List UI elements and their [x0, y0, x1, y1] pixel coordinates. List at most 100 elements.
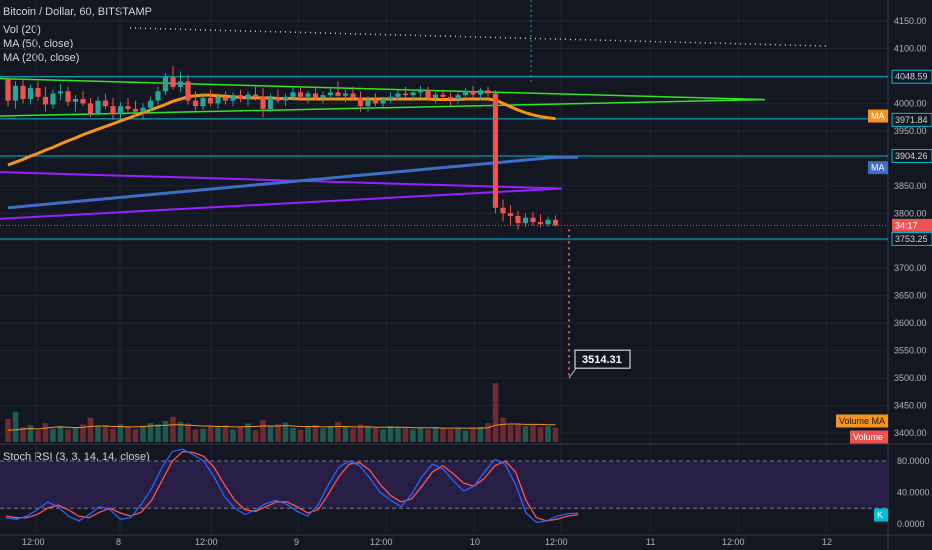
volume-bar: [380, 429, 386, 442]
candle-body: [72, 99, 79, 102]
price-axis-tick-label: 3950.00: [894, 126, 927, 136]
candle-body: [117, 106, 124, 115]
volume-bar: [320, 428, 326, 442]
candle-body: [245, 94, 251, 100]
time-axis-label: 12:00: [545, 537, 568, 547]
volume-bar: [462, 430, 469, 442]
candle-body: [87, 103, 94, 114]
volume-bar: [95, 426, 101, 442]
price-tag-volume-ma-bg: [836, 414, 888, 428]
candle-body: [447, 96, 454, 100]
candle-body: [125, 106, 131, 109]
candle-body: [35, 88, 41, 97]
candle-body: [380, 99, 386, 104]
volume-bar: [545, 426, 551, 442]
candle-body: [170, 77, 176, 87]
candle-body: [372, 100, 379, 104]
volume-bar: [447, 429, 454, 442]
volume-bar: [395, 426, 401, 442]
volume-bar: [477, 426, 484, 442]
rsi-axis-tick-label: 0.0000: [897, 519, 925, 529]
candle-body: [27, 88, 34, 100]
volume-bar: [372, 427, 379, 442]
candle-body: [177, 81, 184, 87]
candle-body: [215, 96, 221, 104]
indicator-ma200[interactable]: MA (200, close): [3, 52, 80, 64]
volume-bar: [50, 428, 56, 442]
price-axis-tick-label: 3400.00: [894, 428, 927, 438]
candle-body: [200, 97, 206, 107]
candle-body: [470, 91, 476, 95]
price-axis-tick-label: 4100.00: [894, 43, 927, 53]
price-tag-level-4: 3753.25: [895, 234, 928, 244]
volume-bar: [552, 427, 559, 442]
time-axis-label: 9: [294, 537, 299, 547]
volume-bar: [192, 429, 199, 442]
candle-body: [207, 97, 214, 104]
volume-bar: [237, 426, 244, 442]
volume-ma-line: [7, 423, 556, 431]
volume-bar: [297, 429, 304, 442]
volume-bar: [485, 423, 491, 442]
price-tag-level-2-border: [891, 112, 932, 127]
volume-bar: [57, 426, 64, 442]
candle-body: [342, 93, 349, 96]
price-axis-tick-label: 3650.00: [894, 291, 927, 301]
price-tag-volume: Volume: [853, 432, 883, 442]
candle-body: [260, 96, 266, 109]
volume-bar: [140, 426, 146, 442]
volume-bar: [147, 423, 154, 442]
ma200-line: [7, 155, 578, 210]
price-axis-tick-label: 3450.00: [894, 401, 927, 411]
candle-body: [20, 85, 26, 100]
volume-bar: [5, 418, 11, 442]
volume-bar: [327, 426, 334, 442]
volume-bar: [12, 411, 19, 442]
volume-bar: [42, 423, 49, 442]
volume-bar: [267, 426, 274, 442]
candle-body: [537, 222, 544, 225]
volume-bar: [252, 430, 259, 442]
candle-body: [282, 96, 289, 101]
time-axis-label: 8: [116, 537, 121, 547]
candle-body: [237, 95, 244, 100]
price-tag-level-3: 3904.26: [895, 151, 928, 161]
candle-body: [50, 93, 56, 105]
candle-body: [402, 93, 409, 96]
candle-body: [410, 92, 416, 96]
volume-bar: [117, 424, 124, 442]
candle-body: [132, 108, 139, 112]
candle-body: [110, 106, 116, 115]
price-tag-level-4-border: [891, 231, 932, 246]
volume-bar: [417, 428, 424, 442]
volume-bar: [432, 426, 439, 442]
volume-bar: [402, 427, 409, 442]
indicator-volume[interactable]: Vol (20): [3, 24, 41, 36]
price-tag-level-1-bg: [892, 70, 932, 84]
price-axis-tick-label: 4150.00: [894, 16, 927, 26]
time-axis-label: 12:00: [370, 537, 393, 547]
chart-title: Bitcoin / Dollar, 60, BITSTAMP: [3, 6, 152, 18]
candle-body: [455, 95, 461, 100]
price-tag-volume-ma: Volume MA: [839, 416, 885, 426]
volume-bar: [170, 416, 176, 442]
channel-line-upper: [0, 77, 766, 101]
candle-body: [500, 207, 506, 214]
candle-body: [552, 219, 559, 226]
volume-bar: [425, 429, 431, 442]
stoch-rsi-title[interactable]: Stoch RSI (3, 3, 14, 14, close): [3, 451, 150, 463]
rsi-tag-k: K: [877, 510, 883, 520]
price-tag-level-1: 4048.59: [895, 72, 928, 82]
candle-body: [140, 107, 146, 112]
candle-body: [395, 93, 401, 97]
candle-body: [357, 97, 364, 107]
candle-body: [5, 78, 11, 101]
price-tag-level-3-bg: [892, 149, 932, 163]
candle-body: [440, 94, 446, 97]
dotted-trend-line: [129, 27, 827, 47]
indicator-ma50[interactable]: MA (50, close): [3, 38, 74, 50]
volume-bar: [80, 424, 86, 442]
candle-body: [522, 217, 529, 224]
price-tag-level-2: 3971.84: [895, 115, 928, 125]
